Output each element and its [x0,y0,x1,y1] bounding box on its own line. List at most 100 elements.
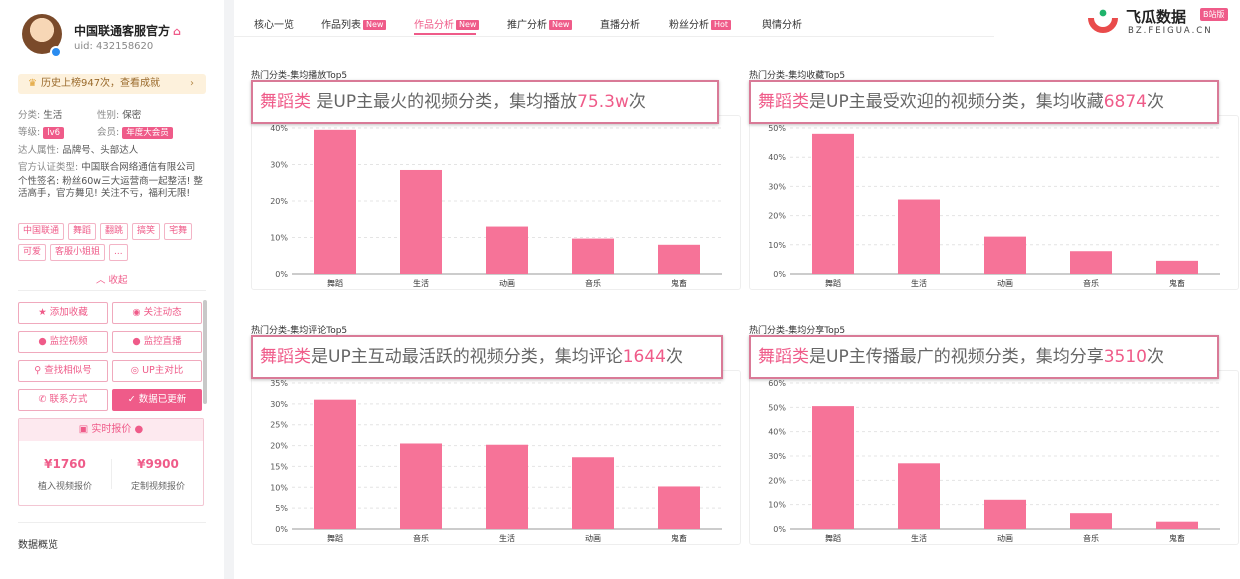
new-badge: New [456,20,480,30]
bar [984,499,1026,529]
x-tick-label: 动画 [499,278,515,288]
bar-chart: 0% 10% 20% 30% 40% 50% 60% 舞蹈 生活 动画 音乐 鬼畜 [768,379,1220,543]
divider [18,290,206,291]
monitor-video-button[interactable]: ● 监控视频 [18,331,108,353]
bar [400,443,442,529]
panel-title: 热门分类-集均收藏Top5 [749,71,846,81]
custom-price: ¥9900 定制视频报价 [112,457,204,492]
y-tick-label: 0% [773,525,786,534]
tag-item[interactable]: 宅舞 [164,223,193,240]
data-overview-link[interactable]: 数据概览 [18,540,58,551]
bar [1070,513,1112,529]
callout-text: 是UP主最火的视频分类，集均播放 [311,92,578,112]
tab-promo-analysis[interactable]: 推广分析 New [507,16,573,31]
attr-label: 达人属性: [18,145,60,156]
level-badge: lv6 [43,127,65,139]
search-icon: ⚲ [34,365,42,376]
bar [1156,521,1198,529]
y-tick-label: 5% [275,504,288,513]
info-icon[interactable]: ● [134,424,144,435]
tab-label: 作品分析 [414,20,454,31]
x-tick-label: 生活 [499,533,515,543]
tag-item[interactable]: 客服小姐姐 [50,244,106,261]
implant-price-value: ¥1760 [44,457,86,471]
tag-item[interactable]: 搞笑 [132,223,161,240]
tab-label: 粉丝分析 [669,20,709,31]
follow-updates-button[interactable]: ◉ 关注动态 [112,302,202,324]
logo-version: B站版 [1200,8,1228,21]
active-tab-indicator [414,33,476,35]
bar-chart: 0% 10% 20% 30% 40% 50% 舞蹈 生活 动画 音乐 鬼畜 [768,124,1220,288]
tab-works-analysis[interactable]: 作品分析 New [414,16,480,31]
tab-label: 舆情分析 [762,20,802,31]
contact-button[interactable]: ✆ 联系方式 [18,389,108,411]
attr-value: 品牌号、头部达人 [62,145,139,156]
tab-live-analysis[interactable]: 直播分析 [600,16,640,31]
y-tick-label: 35% [270,379,288,388]
data-updated-button[interactable]: ✓ 数据已更新 [112,389,202,411]
tag-item[interactable]: 可爱 [18,244,47,261]
bar [486,226,528,274]
x-tick-label: 舞蹈 [327,533,343,543]
bar [314,129,356,274]
y-tick-label: 20% [768,476,786,485]
monitor-live-label: 监控直播 [143,336,182,347]
tag-more[interactable]: ... [109,244,128,261]
bar [812,133,854,274]
y-tick-label: 20% [270,442,288,451]
x-tick-label: 动画 [997,533,1013,543]
panel-title: 热门分类-集均分享Top5 [749,326,846,336]
logo-url: BZ.FEIGUA.CN [1128,26,1213,36]
home-icon[interactable]: ⌂ [173,25,181,38]
y-tick-label: 10% [270,483,288,492]
signature: 个性签名: 粉丝60w三大运营商一起整活! 整活高手，官方舞见! 关注不亏，福利… [18,176,203,199]
up-compare-button[interactable]: ◎ UP主对比 [112,360,202,382]
sidebar-scrollbar[interactable] [203,300,207,404]
tab-core[interactable]: 核心一览 [254,16,294,31]
category-value: 生活 [43,110,63,121]
highlight-category: 舞蹈类 [260,347,311,367]
tab-fans-analysis[interactable]: 粉丝分析 Hot [669,16,732,31]
feigua-logo[interactable]: 飞瓜数据 B站版 BZ.FEIGUA.CN [1086,4,1236,38]
tag-item[interactable]: 中国联通 [18,223,65,240]
pricing-box: ▣ 实时报价 ● ¥1760 植入视频报价 ¥9900 定制视频报价 [18,418,204,506]
level-row: 等级: lv6 [18,124,65,139]
y-tick-label: 50% [768,403,786,412]
x-tick-label: 生活 [911,533,927,543]
history-text: 历史上榜947次，查看成就 [40,78,161,89]
tab-works[interactable]: 作品列表 New [321,16,387,31]
x-tick-label: 鬼畜 [671,278,687,288]
category-row: 分类: 生活 [18,107,62,121]
chart-card: 0% 10% 20% 30% 40% 50% 60% 舞蹈 生活 动画 音乐 鬼畜 [749,370,1239,545]
history-banner[interactable]: ♛ 历史上榜947次，查看成就 › [18,74,206,94]
callout-suffix: 次 [1146,92,1164,112]
tag-item[interactable]: 翻跳 [100,223,129,240]
x-tick-label: 舞蹈 [327,278,343,288]
x-tick-label: 生活 [911,278,927,288]
add-favorite-button[interactable]: ★ 添加收藏 [18,302,108,324]
x-tick-label: 动画 [585,533,601,543]
chevron-up-icon: ︿ [96,275,106,286]
tab-label: 核心一览 [254,20,294,31]
bar [314,399,356,529]
tag-item[interactable]: 舞蹈 [68,223,97,240]
x-tick-label: 音乐 [1083,278,1099,288]
implant-price-label: 植入视频报价 [37,482,92,492]
compare-icon: ◎ [130,365,140,376]
main-content: 核心一览 作品列表 New 作品分析 New 推广分析 New 直播分析 粉丝分析 Ho… [234,0,1240,579]
y-tick-label: 0% [773,270,786,279]
bar [1156,260,1198,274]
monitor-live-button[interactable]: ● 监控直播 [112,331,202,353]
find-similar-button[interactable]: ⚲ 查找相似号 [18,360,108,382]
highlight-category: 舞蹈类 [758,347,809,367]
y-tick-label: 10% [768,241,786,250]
highlight-value: 1644 [622,347,666,367]
chart-card: 0% 5% 10% 15% 20% 25% 30% 35% 舞蹈 音乐 生活 动画 鬼畜 [251,370,741,545]
collapse-toggle[interactable]: ︿ 收起 [96,272,128,286]
implant-price: ¥1760 植入视频报价 [19,457,111,492]
new-badge: New [363,20,387,30]
divider [18,522,206,523]
tab-sentiment[interactable]: 舆情分析 [762,16,802,31]
x-tick-label: 鬼畜 [671,533,687,543]
tab-divider [234,36,994,37]
